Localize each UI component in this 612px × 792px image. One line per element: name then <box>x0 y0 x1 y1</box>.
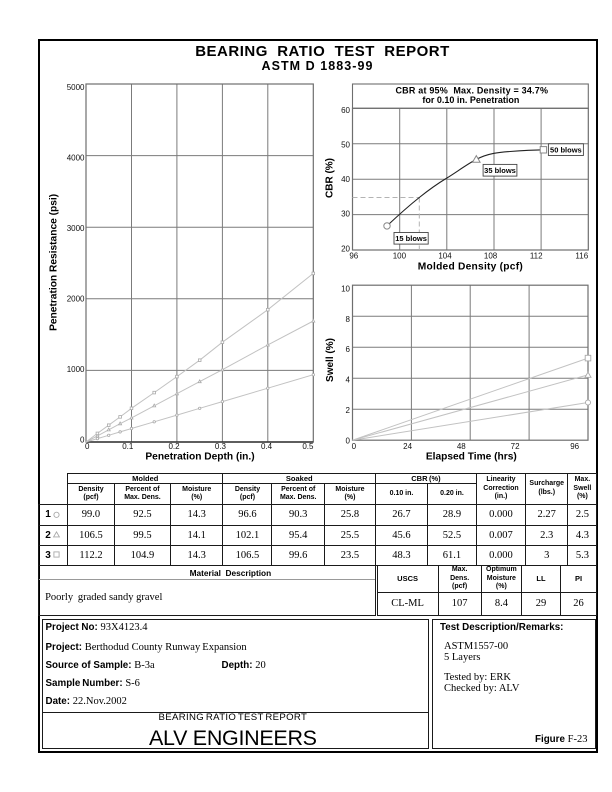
svg-text:50 blows: 50 blows <box>550 146 582 155</box>
svg-text:CBR (%): CBR (%) <box>324 158 335 198</box>
svg-text:3000: 3000 <box>67 224 85 233</box>
svg-text:Penetration Depth (in.): Penetration Depth (in.) <box>145 452 254 463</box>
svg-text:0.3: 0.3 <box>215 442 227 451</box>
svg-text:0: 0 <box>80 436 85 445</box>
svg-text:10: 10 <box>341 284 350 293</box>
svg-text:50: 50 <box>341 141 350 150</box>
svg-text:104: 104 <box>438 251 452 260</box>
svg-text:0.5: 0.5 <box>302 442 314 451</box>
svg-text:8: 8 <box>346 315 351 324</box>
svg-text:2: 2 <box>346 406 351 415</box>
svg-text:for 0.10 in. Penetration: for 0.10 in. Penetration <box>422 95 519 105</box>
svg-text:0: 0 <box>346 436 351 445</box>
svg-text:96: 96 <box>349 251 358 260</box>
svg-text:35 blows: 35 blows <box>484 166 516 175</box>
svg-text:2000: 2000 <box>67 295 85 304</box>
svg-text:24: 24 <box>403 442 412 451</box>
svg-text:40: 40 <box>341 175 350 184</box>
svg-text:0.4: 0.4 <box>261 442 273 451</box>
svg-text:100: 100 <box>393 251 407 260</box>
svg-text:Elapsed Time (hrs): Elapsed Time (hrs) <box>426 452 517 463</box>
svg-text:Molded Density (pcf): Molded Density (pcf) <box>418 261 523 272</box>
svg-text:6: 6 <box>346 345 351 354</box>
svg-text:96: 96 <box>570 442 579 451</box>
svg-text:4: 4 <box>346 376 351 385</box>
svg-text:0.1: 0.1 <box>122 442 134 451</box>
svg-text:0: 0 <box>85 442 90 451</box>
svg-text:1000: 1000 <box>67 365 85 374</box>
svg-text:72: 72 <box>511 442 520 451</box>
svg-text:Penetration Resistance (psi): Penetration Resistance (psi) <box>48 194 59 331</box>
svg-text:CBR at 95% Max. Density = 34.: CBR at 95% Max. Density = 34.7% <box>395 86 548 96</box>
svg-text:0.2: 0.2 <box>168 442 180 451</box>
svg-text:Swell (%): Swell (%) <box>325 338 336 382</box>
svg-text:60: 60 <box>341 106 350 115</box>
svg-text:15 blows: 15 blows <box>395 234 427 243</box>
svg-text:108: 108 <box>484 251 498 260</box>
svg-text:0: 0 <box>352 442 357 451</box>
svg-text:48: 48 <box>457 442 466 451</box>
svg-text:112: 112 <box>530 251 543 260</box>
svg-text:30: 30 <box>341 210 350 219</box>
svg-text:20: 20 <box>341 244 350 253</box>
svg-text:116: 116 <box>575 251 588 260</box>
svg-text:5000: 5000 <box>67 83 85 92</box>
svg-text:4000: 4000 <box>67 154 85 163</box>
